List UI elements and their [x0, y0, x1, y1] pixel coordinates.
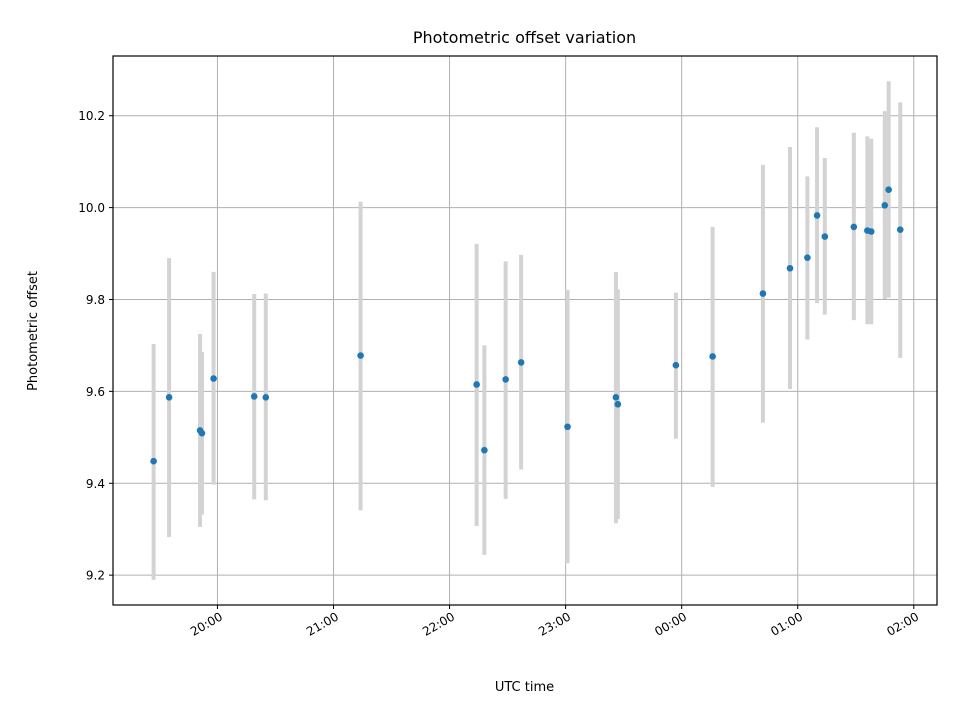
data-point [165, 394, 173, 401]
grid [113, 56, 937, 605]
y-tick-label: 9.4 [86, 477, 105, 491]
plot-frame [112, 55, 938, 606]
data-points [150, 186, 904, 465]
data-point [150, 457, 157, 465]
data-point [896, 226, 904, 233]
data-point [672, 361, 680, 369]
data-point [821, 233, 829, 240]
data-point [357, 352, 364, 359]
data-point [502, 376, 509, 383]
data-point [517, 359, 525, 366]
chart-title: Photometric offset variation [413, 28, 636, 47]
data-point [881, 202, 889, 209]
data-point [759, 290, 767, 297]
data-point [210, 375, 217, 382]
y-tick-label: 10.2 [78, 109, 105, 123]
data-point [614, 400, 622, 408]
data-point [813, 212, 821, 219]
data-point [850, 223, 858, 231]
data-point [709, 353, 716, 360]
y-tick-label: 9.8 [86, 293, 105, 307]
data-point [786, 264, 794, 272]
y-tick-label: 10.0 [78, 201, 105, 215]
data-point [804, 254, 811, 261]
data-point [198, 429, 206, 437]
data-point [473, 381, 480, 388]
data-point [612, 394, 620, 401]
y-axis: 9.2 9.4 9.6 9.8 10.0 10.2 [78, 109, 113, 583]
x-axis-label: UTC time [495, 680, 554, 695]
data-point [481, 446, 488, 454]
y-tick-label: 9.2 [86, 569, 105, 583]
y-axis-label: Photometric offset [26, 271, 41, 391]
data-point [885, 186, 892, 193]
data-point [867, 228, 875, 235]
y-tick-label: 9.6 [86, 385, 105, 399]
data-point [262, 394, 270, 401]
data-point [250, 393, 258, 400]
data-point [564, 423, 571, 431]
